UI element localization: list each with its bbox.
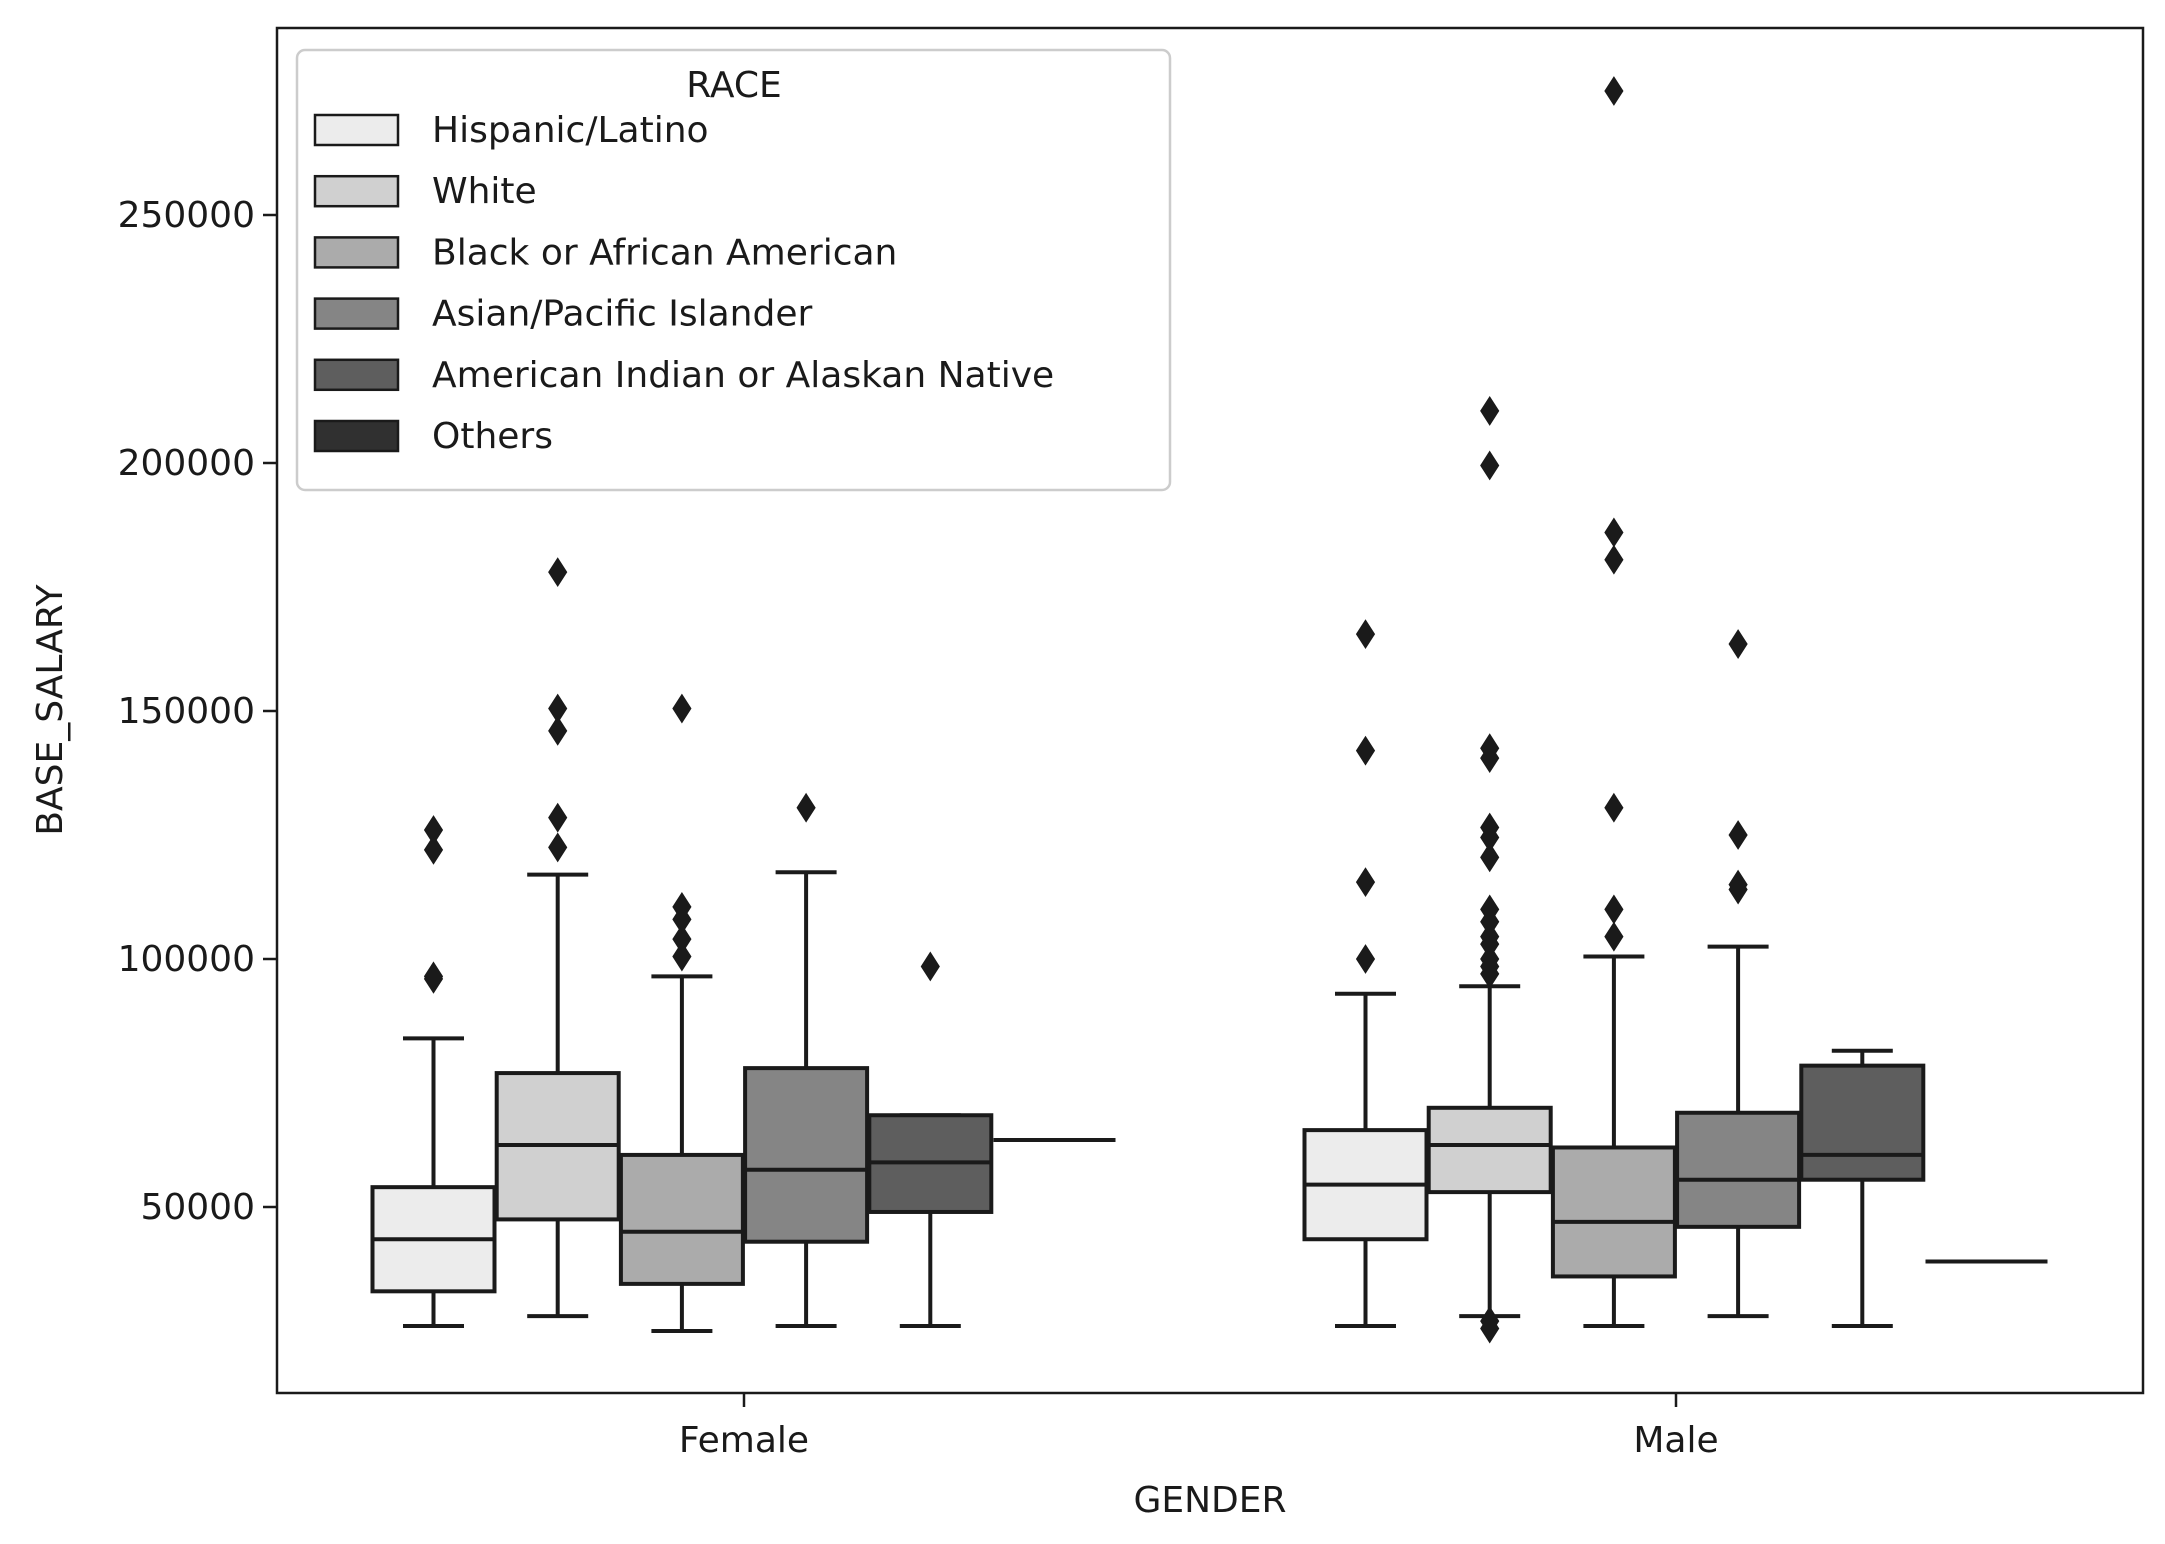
outlier-point <box>672 924 692 955</box>
outlier-point <box>1604 544 1624 575</box>
x-tick-label: Male <box>1633 1420 1718 1461</box>
y-axis: 50000 100000 150000 200000 250000 <box>118 195 277 1228</box>
outlier-point <box>423 834 444 865</box>
outlier-point <box>672 693 692 724</box>
outlier-point <box>920 951 940 982</box>
box-group <box>867 951 994 1329</box>
outlier-point <box>1480 1306 1500 1337</box>
outlier-point <box>1480 894 1500 925</box>
legend-label: Others <box>432 416 553 457</box>
outlier-point <box>672 941 692 972</box>
box-body <box>1550 1145 1677 1279</box>
legend-swatch <box>313 419 400 453</box>
legend-label: Black or African American <box>432 232 897 273</box>
outlier-point <box>1480 395 1500 426</box>
outlier-point <box>1480 450 1500 481</box>
outlier-point <box>1604 517 1624 548</box>
y-axis-label: BASE_SALARY <box>30 583 71 835</box>
box-group <box>370 815 497 1329</box>
x-axis-label: GENDER <box>1133 1480 1286 1521</box>
outlier-point <box>1728 820 1748 850</box>
box-group <box>1550 76 1677 1329</box>
outlier-point <box>1355 735 1376 766</box>
legend-label: Hispanic/Latino <box>432 110 709 151</box>
legend: RACE Hispanic/Latino White Black or Africa… <box>295 48 1172 492</box>
legend-swatch <box>313 174 400 208</box>
outlier-point <box>548 557 568 588</box>
outlier-point <box>548 693 568 724</box>
outlier-point <box>423 815 444 845</box>
x-axis: Female Male <box>679 1393 1719 1461</box>
box-group <box>1302 619 1429 1329</box>
outlier-point <box>423 961 444 992</box>
box-body <box>1799 1063 1926 1182</box>
outlier-point <box>1604 792 1624 823</box>
outlier-point <box>1480 733 1500 764</box>
legend-title: RACE <box>686 65 781 106</box>
legend-label: American Indian or Alaskan Native <box>432 355 1054 396</box>
legend-swatch <box>313 358 400 392</box>
box-group <box>743 792 870 1329</box>
box-group <box>618 693 745 1333</box>
box-body <box>1675 1110 1802 1229</box>
box-body <box>743 1066 870 1244</box>
y-tick-label: 200000 <box>118 443 255 484</box>
legend-swatch <box>313 113 400 147</box>
outlier-point <box>796 792 816 823</box>
x-tick-label: Female <box>679 1420 809 1461</box>
legend-label: White <box>432 171 537 212</box>
outlier-point <box>548 802 568 833</box>
legend-swatch <box>313 297 400 330</box>
outlier-point <box>672 891 692 922</box>
y-tick-label: 100000 <box>118 939 255 980</box>
outlier-point <box>1480 842 1500 873</box>
box-body <box>618 1152 745 1286</box>
outlier-point <box>1355 944 1376 974</box>
box-body <box>1426 1105 1553 1195</box>
box-group <box>1799 1048 1926 1329</box>
outlier-point <box>1604 894 1624 925</box>
outlier-point <box>1728 869 1748 900</box>
box-group <box>494 557 621 1319</box>
plot-area <box>370 76 2048 1344</box>
outlier-point <box>1355 619 1376 650</box>
outlier-point <box>1480 812 1500 843</box>
outlier-point <box>548 832 568 863</box>
legend-label: Asian/Pacific Islander <box>432 294 813 335</box>
y-tick-label: 150000 <box>118 691 255 732</box>
legend-frame <box>295 48 1172 492</box>
y-tick-label: 50000 <box>140 1187 255 1228</box>
outlier-point <box>1604 921 1624 952</box>
legend-swatch <box>313 236 400 269</box>
y-tick-label: 250000 <box>118 195 255 236</box>
box-group <box>1426 395 1553 1344</box>
outlier-point <box>1355 867 1376 898</box>
box-group <box>1675 629 1802 1319</box>
outlier-point <box>548 715 568 746</box>
outlier-point <box>1728 629 1748 659</box>
outlier-point <box>1604 76 1624 106</box>
